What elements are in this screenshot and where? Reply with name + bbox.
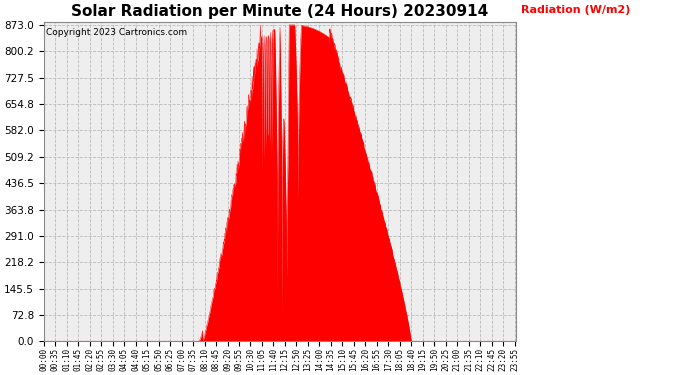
Text: Radiation (W/m2): Radiation (W/m2) [521, 5, 630, 15]
Text: Copyright 2023 Cartronics.com: Copyright 2023 Cartronics.com [46, 28, 187, 37]
Title: Solar Radiation per Minute (24 Hours) 20230914: Solar Radiation per Minute (24 Hours) 20… [71, 4, 489, 19]
